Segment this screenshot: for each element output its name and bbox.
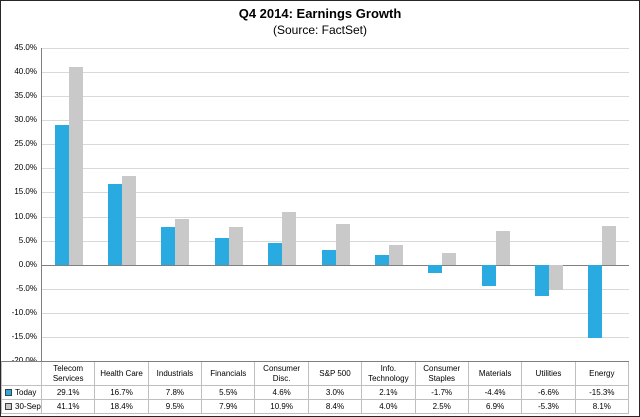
- gridline: [42, 216, 629, 218]
- category-header: Utilities: [522, 362, 576, 386]
- value-cell: 10.9%: [255, 400, 309, 414]
- gridline: [42, 192, 629, 194]
- value-cell: -6.6%: [522, 386, 576, 400]
- plot-area: 45.0% 40.0% 35.0% 30.0% 25.0% 20.0% 15.0% 10.0%…: [12, 44, 629, 365]
- y-axis-tick-label: 10.0%: [14, 211, 37, 221]
- gridline: [42, 96, 629, 98]
- gridline: [42, 312, 629, 314]
- y-axis-tick-label: 20.0%: [14, 163, 37, 173]
- category-header: Financials: [202, 362, 256, 386]
- bar-30-sep: [495, 231, 510, 265]
- bar-30-sep: [388, 245, 403, 265]
- y-axis-tick-label: 35.0%: [14, 91, 37, 101]
- value-cell: 8.1%: [575, 400, 629, 414]
- y-axis-tick-label: 40.0%: [14, 67, 37, 77]
- category-header: Consumer Staples: [415, 362, 469, 386]
- category-header: Info. Technology: [362, 362, 416, 386]
- value-cell: 3.0%: [308, 386, 363, 400]
- y-axis-tick-label: 0.0%: [18, 259, 37, 269]
- bar-today: [268, 242, 283, 265]
- bar-30-sep: [282, 212, 297, 265]
- bar-today: [54, 124, 69, 265]
- value-cell: 29.1%: [42, 386, 96, 400]
- bar-today: [534, 264, 549, 297]
- legend-cell-today: Today: [2, 386, 42, 400]
- value-cell: 41.1%: [42, 400, 96, 414]
- value-cell: 5.5%: [202, 386, 256, 400]
- bar-30-sep: [548, 264, 563, 291]
- category-header: S&P 500: [308, 362, 363, 386]
- gridline: [42, 168, 629, 170]
- value-cell: 7.8%: [148, 386, 203, 400]
- legend-swatch: [5, 389, 12, 396]
- value-cell: 2.5%: [415, 400, 469, 414]
- y-axis-tick-label: -10.0%: [11, 307, 37, 317]
- bar-30-sep: [122, 176, 137, 265]
- y-axis-tick-label: -15.0%: [11, 331, 37, 341]
- category-header: Materials: [468, 362, 523, 386]
- value-cell: 6.9%: [468, 400, 523, 414]
- bar-today: [321, 250, 336, 265]
- gridline: [42, 288, 629, 290]
- value-cell: 16.7%: [95, 386, 149, 400]
- bar-today: [374, 254, 389, 265]
- legend-label: 30-Sep: [15, 402, 41, 411]
- bar-30-sep: [442, 252, 457, 265]
- chart-title: Q4 2014: Earnings Growth: [238, 6, 402, 21]
- value-cell: -15.3%: [575, 386, 629, 400]
- category-header: Industrials: [148, 362, 203, 386]
- value-cell: 4.6%: [255, 386, 309, 400]
- y-axis-tick-label: -5.0%: [16, 283, 37, 293]
- bar-today: [588, 264, 603, 339]
- category-header: Telecom Services: [42, 362, 96, 386]
- zero-line: [42, 264, 629, 266]
- bar-today: [108, 184, 123, 265]
- category-header: Consumer Disc.: [255, 362, 309, 386]
- gridline: [42, 48, 629, 49]
- bar-30-sep: [175, 218, 190, 265]
- gridline: [42, 336, 629, 338]
- bar-30-sep: [602, 225, 617, 265]
- legend-cell-30-sep: 30-Sep: [2, 400, 42, 414]
- value-cell: 7.9%: [202, 400, 256, 414]
- y-axis-tick-label: 30.0%: [14, 115, 37, 125]
- y-axis-tick-label: 45.0%: [14, 43, 37, 52]
- value-cell: 2.1%: [362, 386, 416, 400]
- category-header: Energy: [575, 362, 629, 386]
- y-axis-tick-label: 15.0%: [14, 187, 37, 197]
- bar-30-sep: [228, 226, 243, 265]
- category-header: Health Care: [95, 362, 149, 386]
- gridline: [42, 120, 629, 122]
- bar-30-sep: [68, 66, 83, 265]
- value-cell: 8.4%: [308, 400, 363, 414]
- value-cell: 9.5%: [148, 400, 203, 414]
- legend-label: Today: [15, 388, 37, 397]
- value-cell: -1.7%: [415, 386, 469, 400]
- y-axis-tick-label: 5.0%: [18, 235, 37, 245]
- gridline: [42, 72, 629, 74]
- table-corner-cell: [2, 362, 42, 386]
- bar-today: [481, 264, 496, 286]
- bar-today: [428, 264, 443, 273]
- bar-today: [161, 227, 176, 265]
- bar-today: [214, 238, 229, 265]
- gridline: [42, 144, 629, 146]
- data-table: Telecom Services Health Care Industrials Fi…: [1, 361, 629, 414]
- legend-swatch: [5, 403, 12, 410]
- bar-30-sep: [335, 224, 350, 265]
- y-axis-tick-label: 25.0%: [14, 139, 37, 149]
- value-cell: -5.3%: [522, 400, 576, 414]
- value-cell: 4.0%: [362, 400, 416, 414]
- chart-subtitle: (Source: FactSet): [272, 23, 368, 37]
- value-cell: 18.4%: [95, 400, 149, 414]
- y-axis-tick-label: -20.0%: [11, 356, 37, 365]
- value-cell: -4.4%: [468, 386, 523, 400]
